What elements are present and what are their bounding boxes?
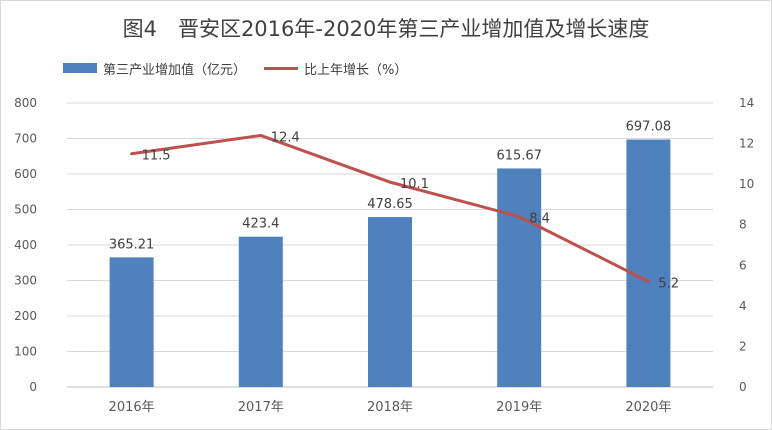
y-right-tick-label: 2 — [739, 339, 747, 353]
line-point — [388, 180, 392, 184]
line-data-label: 11.5 — [142, 149, 171, 164]
y-left-tick-label: 500 — [14, 203, 37, 217]
y-right-tick-label: 8 — [739, 218, 747, 232]
line-data-label: 12.4 — [271, 130, 300, 145]
legend-label-bar: 第三产业增加值（亿元） — [103, 62, 247, 78]
bar-data-label: 423.4 — [242, 217, 279, 232]
y-right-tick-label: 12 — [739, 137, 754, 151]
x-tick-label: 2016年 — [109, 400, 155, 415]
legend-item-bar: 第三产业增加值（亿元） — [63, 59, 246, 78]
bar — [626, 139, 671, 387]
y-left-tick-label: 300 — [14, 274, 37, 288]
y-left-tick-label: 200 — [14, 309, 37, 323]
chart-title: 图4 晋安区2016年-2020年第三产业增加值及增长速度 — [122, 17, 650, 41]
legend: 第三产业增加值（亿元） 比上年增长（%） — [63, 59, 425, 78]
x-tick-label: 2019年 — [496, 400, 542, 415]
y-left-tick-label: 700 — [14, 132, 37, 146]
y-right-tick-label: 0 — [739, 380, 747, 394]
bar — [238, 236, 283, 387]
bar-data-label: 697.08 — [626, 120, 672, 135]
legend-item-line: 比上年增长（%） — [264, 59, 407, 78]
bar — [497, 168, 542, 387]
y-left-tick-label: 600 — [14, 167, 37, 181]
bar — [109, 257, 154, 387]
line-data-label: 5.2 — [658, 277, 679, 292]
line-data-label: 10.1 — [400, 177, 429, 192]
bar-data-label: 365.21 — [109, 237, 155, 252]
bar-data-label: 478.65 — [367, 197, 413, 212]
x-tick-label: 2018年 — [367, 400, 413, 415]
y-left-tick-label: 800 — [14, 96, 37, 110]
y-right-tick-label: 4 — [739, 299, 747, 313]
y-left-tick-label: 100 — [14, 345, 37, 359]
legend-label-line: 比上年增长（%） — [304, 62, 408, 78]
line-point — [646, 280, 650, 284]
y-right-tick-label: 14 — [739, 96, 754, 110]
y-right-tick-label: 10 — [739, 177, 754, 191]
bar-data-label: 615.67 — [496, 148, 542, 163]
x-tick-label: 2020年 — [625, 400, 671, 415]
legend-swatch-bar — [63, 63, 97, 73]
legend-swatch-line — [264, 66, 299, 70]
line-point — [259, 133, 263, 137]
line-point — [517, 215, 521, 219]
y-left-tick-label: 400 — [14, 238, 37, 252]
bar — [368, 217, 412, 387]
y-right-tick-label: 6 — [739, 258, 747, 272]
x-tick-label: 2017年 — [238, 400, 284, 415]
line-data-label: 8.4 — [529, 212, 550, 227]
y-left-tick-label: 0 — [29, 380, 37, 394]
line-point — [130, 152, 134, 156]
